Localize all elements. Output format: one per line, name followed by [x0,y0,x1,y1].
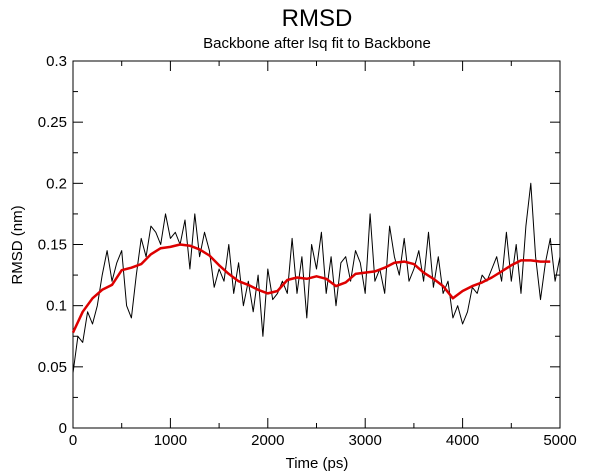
y-tick-label: 0.15 [38,237,67,254]
plot-frame [72,60,561,429]
series-line-running-average [71,243,551,334]
y-tick-label: 0.25 [38,114,67,131]
x-tick-label: 5000 [543,432,576,449]
y-tick-label: 0.1 [46,298,67,315]
x-tick-label: 4000 [446,432,479,449]
chart-subtitle: Backbone after lsq fit to Backbone [203,35,431,52]
plot-area: 0 1000 2000 3000 4000 5000 0 0.05 0.1 0.15 0.2 0.25… [38,53,577,449]
chart-title: RMSD [282,5,353,32]
y-tick-label: 0.2 [46,175,67,192]
x-tick-label: 0 [69,432,77,449]
y-tick-label: 0 [59,420,67,437]
x-tick-label: 3000 [349,432,382,449]
x-tick-label: 2000 [251,432,284,449]
y-axis-label: RMSD (nm) [9,205,26,284]
x-axis-label: Time (ps) [286,455,349,472]
x-tick-label: 1000 [154,432,187,449]
y-tick-label: 0.05 [38,359,67,376]
series-line-rmsd [72,182,561,373]
y-tick-label: 0.3 [46,53,67,70]
